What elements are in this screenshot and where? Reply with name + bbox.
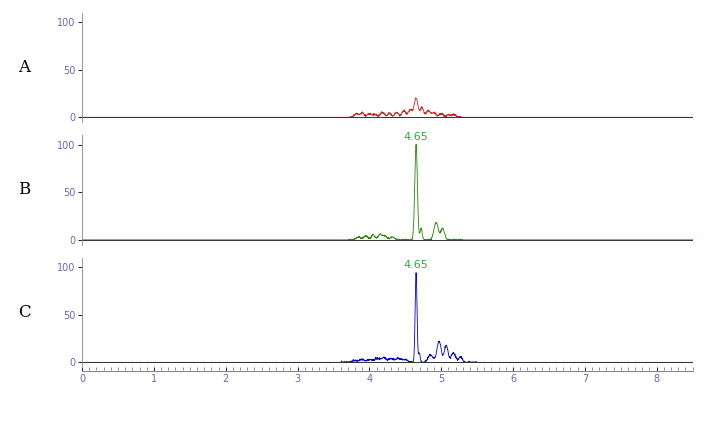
Text: 4.65: 4.65 <box>403 132 428 141</box>
Text: A: A <box>18 59 30 76</box>
Text: C: C <box>18 304 31 321</box>
Text: B: B <box>18 181 30 198</box>
Text: 4.65: 4.65 <box>403 260 428 270</box>
